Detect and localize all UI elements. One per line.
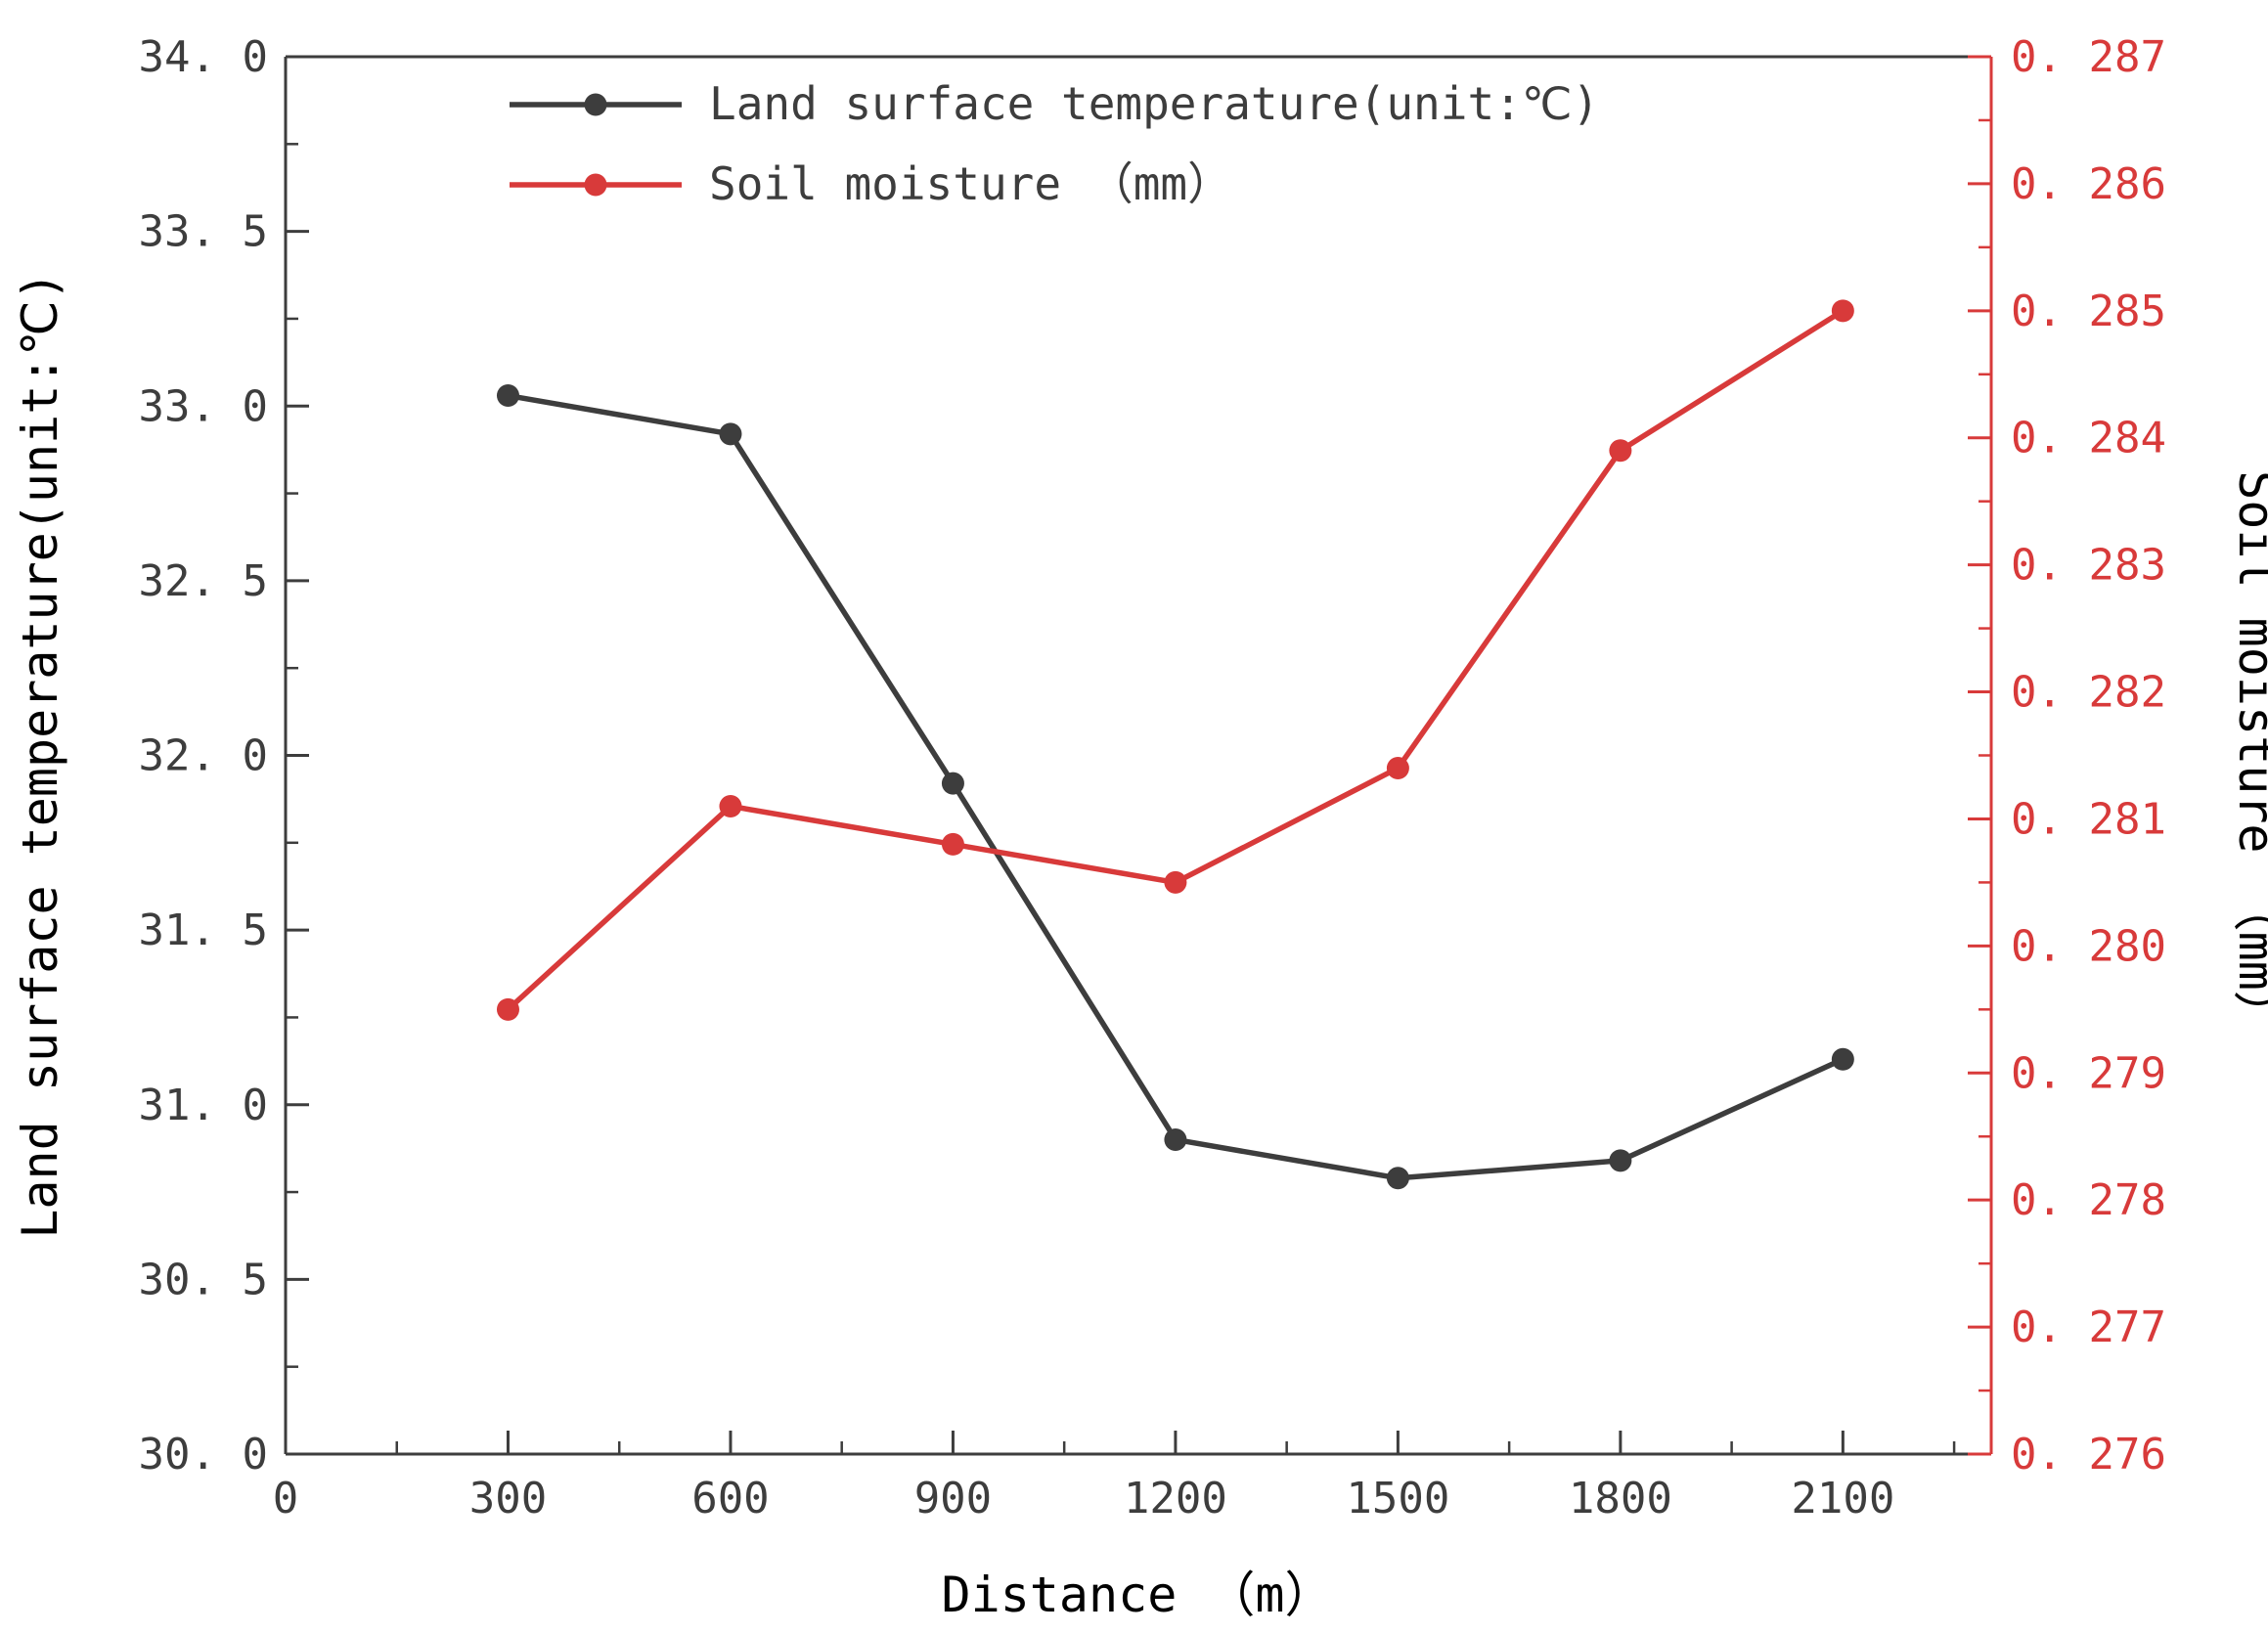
y-left-tick-label: 31. 0 [139, 1081, 268, 1130]
data-point-marker [1164, 1127, 1187, 1151]
data-point-marker [1831, 299, 1854, 323]
data-point-marker [941, 772, 964, 795]
y-right-tick-label: 0. 281 [2011, 794, 2166, 844]
y-left-tick-label: 32. 0 [139, 731, 268, 781]
x-tick-label: 600 [691, 1474, 769, 1524]
data-point-marker [719, 794, 742, 817]
y-left-tick-label: 32. 5 [139, 556, 268, 606]
legend-entry-label: Soil moisture （mm） [709, 157, 1232, 210]
x-tick-label: 900 [914, 1474, 992, 1524]
data-point-marker [1831, 1047, 1854, 1071]
y-left-tick-label: 31. 5 [139, 905, 268, 955]
y-right-tick-label: 0. 276 [2011, 1430, 2166, 1479]
y-left-tick-label: 34. 0 [139, 32, 268, 82]
series-temperature [496, 384, 1854, 1190]
series-soil-moisture [496, 299, 1854, 1021]
x-tick-label: 0 [273, 1474, 299, 1524]
data-point-marker [496, 384, 519, 408]
y-right-tick-label: 0. 277 [2011, 1303, 2166, 1352]
y-right-tick-label: 0. 287 [2011, 32, 2166, 82]
y-right-tick-label: 0. 284 [2011, 414, 2166, 464]
legend: Land surface temperature(unit:℃) Soil moi… [510, 77, 1599, 210]
data-point-marker [1164, 870, 1187, 894]
y-axis-left-label: Land surface temperature(unit:℃) [12, 271, 68, 1238]
data-point-marker [1609, 1149, 1632, 1172]
axes-spines [284, 55, 1993, 1456]
plot-area: 30. 0 30. 5 31. 0 31. 5 32. 0 32. 5 33. 0 33. 5… [139, 32, 2166, 1524]
data-point-marker [719, 422, 742, 446]
y-right-tick-label: 0. 280 [2011, 921, 2166, 971]
y-axis-left: 30. 0 30. 5 31. 0 31. 5 32. 0 32. 5 33. 0 33. 5… [139, 32, 309, 1479]
x-tick-label: 300 [469, 1474, 547, 1524]
y-left-tick-label: 30. 5 [139, 1255, 268, 1304]
data-point-marker [1386, 1167, 1409, 1190]
legend-marker-sample [584, 173, 607, 197]
x-tick-label: 1200 [1124, 1474, 1227, 1524]
y-right-tick-label: 0. 279 [2011, 1048, 2166, 1098]
data-point-marker [1386, 756, 1409, 779]
x-tick-label: 2100 [1791, 1474, 1894, 1524]
y-axis-right-label: Soil moisture （mm） [2228, 470, 2268, 1039]
data-point-marker [496, 997, 519, 1021]
series-line [505, 308, 1846, 1013]
y-left-tick-label: 33. 5 [139, 207, 268, 257]
legend-entry-label: Land surface temperature(unit:℃) [709, 77, 1599, 130]
x-tick-label: 1800 [1569, 1474, 1672, 1524]
y-axis-right: 0. 276 0. 277 0. 278 0. 279 0. 280 0. 281 0. 2… [1968, 32, 2166, 1479]
x-tick-label: 1500 [1346, 1474, 1449, 1524]
y-right-tick-label: 0. 285 [2011, 287, 2166, 336]
series-line [505, 392, 1846, 1181]
y-left-tick-label: 33. 0 [139, 381, 268, 431]
data-point-marker [1609, 439, 1632, 463]
y-right-tick-label: 0. 278 [2011, 1175, 2166, 1225]
x-axis-label: Distance （m） [941, 1567, 1333, 1623]
y-right-tick-label: 0. 286 [2011, 159, 2166, 209]
y-right-tick-label: 0. 282 [2011, 668, 2166, 718]
x-axis: 0 300 600 900 1200 1500 1800 2100 [273, 1431, 1956, 1524]
y-left-tick-label: 30. 0 [139, 1430, 268, 1479]
legend-marker-sample [584, 93, 607, 116]
y-right-tick-label: 0. 283 [2011, 541, 2166, 591]
data-point-marker [941, 832, 964, 856]
